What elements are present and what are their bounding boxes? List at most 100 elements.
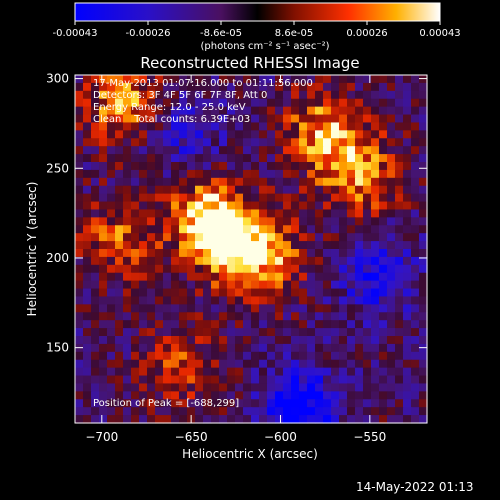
- heatmap-cell: [187, 304, 196, 313]
- heatmap-cell: [107, 193, 116, 203]
- heatmap-cell: [315, 138, 324, 147]
- heatmap-cell: [331, 407, 340, 416]
- heatmap-cell: [123, 375, 132, 385]
- heatmap-cell: [139, 130, 148, 139]
- heatmap-cell: [323, 201, 332, 211]
- heatmap-cell: [283, 320, 292, 329]
- heatmap-cell: [411, 367, 420, 377]
- heatmap-cell: [243, 280, 252, 290]
- heatmap-cell: [419, 249, 428, 258]
- heatmap-cell: [259, 415, 268, 424]
- heatmap-cell: [275, 114, 284, 124]
- heatmap-cell: [195, 296, 204, 305]
- heatmap-cell: [251, 193, 260, 203]
- heatmap-cell: [131, 90, 140, 100]
- heatmap-cell: [187, 288, 196, 298]
- heatmap-cell: [387, 304, 396, 313]
- heatmap-cell: [291, 304, 300, 313]
- heatmap-cell: [131, 391, 140, 400]
- heatmap-cell: [123, 138, 132, 147]
- heatmap-cell: [299, 343, 308, 353]
- heatmap-cell: [267, 98, 276, 108]
- heatmap-cell: [307, 391, 316, 400]
- heatmap-cell: [107, 407, 116, 416]
- x-tick-label: −700: [85, 430, 118, 444]
- heatmap-cell: [131, 241, 140, 250]
- heatmap-cell: [395, 169, 404, 179]
- heatmap-cell: [115, 106, 124, 116]
- x-axis-ticks: −700 −650 −600 −550: [85, 75, 386, 444]
- heatmap-cell: [371, 217, 380, 226]
- heatmap-cell: [331, 225, 340, 234]
- heatmap-cell: [395, 399, 404, 408]
- heatmap-cell: [203, 114, 212, 124]
- heatmap-cell: [331, 288, 340, 298]
- heatmap-cell: [379, 209, 388, 218]
- heatmap-cell: [83, 264, 92, 274]
- heatmap-cell: [307, 201, 316, 211]
- heatmap-cell: [171, 177, 180, 187]
- heatmap-cell: [315, 122, 324, 131]
- heatmap-cell: [203, 98, 212, 108]
- heatmap-cell: [91, 383, 100, 392]
- heatmap-cell: [243, 177, 252, 187]
- heatmap-cell: [411, 177, 420, 187]
- heatmap-cell: [211, 106, 220, 116]
- heatmap-cell: [107, 154, 116, 163]
- heatmap-cell: [347, 312, 356, 321]
- heatmap-cell: [299, 367, 308, 377]
- heatmap-cell: [107, 90, 116, 100]
- heatmap-cell: [107, 304, 116, 313]
- heatmap-cell: [99, 106, 108, 116]
- heatmap-cell: [411, 122, 420, 131]
- heatmap-cells: [75, 75, 428, 424]
- heatmap-cell: [267, 241, 276, 250]
- heatmap-cell: [347, 106, 356, 116]
- heatmap-cell: [275, 209, 284, 218]
- heatmap-cell: [107, 312, 116, 321]
- heatmap-cell: [331, 241, 340, 250]
- heatmap-cell: [371, 106, 380, 116]
- heatmap-cell: [91, 233, 100, 242]
- heatmap-cell: [163, 249, 172, 258]
- heatmap-cell: [99, 367, 108, 377]
- heatmap-cell: [371, 391, 380, 400]
- heatmap-cell: [291, 407, 300, 416]
- heatmap-cell: [267, 106, 276, 116]
- heatmap-cell: [347, 359, 356, 369]
- heatmap-cell: [275, 233, 284, 242]
- heatmap-cell: [123, 122, 132, 131]
- heatmap-cell: [339, 328, 348, 337]
- heatmap-cell: [275, 225, 284, 234]
- colorbar-tick-label: -0.00043: [53, 28, 98, 39]
- heatmap-cell: [315, 367, 324, 377]
- heatmap-cell: [315, 154, 324, 163]
- heatmap-cell: [363, 304, 372, 313]
- heatmap-cell: [387, 351, 396, 361]
- heatmap-cell: [195, 82, 204, 92]
- heatmap-cell: [371, 359, 380, 369]
- heatmap-cell: [123, 399, 132, 408]
- heatmap-cell: [179, 122, 188, 131]
- heatmap-cell: [211, 296, 220, 305]
- heatmap-cell: [227, 169, 236, 179]
- heatmap-cell: [235, 225, 244, 234]
- heatmap-cell: [371, 399, 380, 408]
- heatmap-cell: [267, 177, 276, 187]
- heatmap-cell: [283, 312, 292, 321]
- heatmap-cell: [419, 304, 428, 313]
- heatmap-cell: [275, 343, 284, 353]
- heatmap-cell: [227, 280, 236, 290]
- heatmap-cell: [355, 328, 364, 337]
- heatmap-cell: [179, 225, 188, 234]
- heatmap-cell: [227, 288, 236, 298]
- x-tick-label: −650: [175, 430, 208, 444]
- heatmap-cell: [171, 122, 180, 131]
- heatmap-cell: [347, 185, 356, 195]
- heatmap-cell: [83, 272, 92, 282]
- heatmap-cell: [387, 209, 396, 218]
- heatmap-cell: [307, 264, 316, 274]
- heatmap-cell: [139, 343, 148, 353]
- heatmap-cell: [187, 154, 196, 163]
- heatmap-cell: [227, 146, 236, 155]
